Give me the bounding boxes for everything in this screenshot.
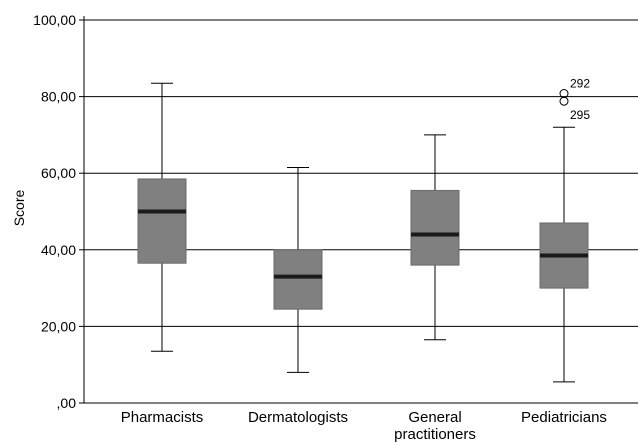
x-category-label: Pharmacists [121, 409, 204, 426]
x-category-label: Pediatricians [521, 409, 607, 426]
y-tick-label: 20,00 [41, 318, 76, 334]
box-iqr [273, 249, 323, 310]
y-tick-label: ,00 [57, 395, 77, 411]
box-group-0 [137, 82, 187, 352]
outlier-label: 295 [570, 108, 590, 122]
y-tick-label: 60,00 [41, 165, 76, 181]
axis-layer [79, 16, 638, 404]
outlier-label: 292 [570, 77, 590, 91]
box-iqr [410, 189, 460, 266]
x-category-label: General [408, 409, 461, 426]
box-group-1 [273, 166, 323, 373]
box-layer: 292 295 [137, 77, 590, 383]
y-tick-label: 100,00 [33, 12, 76, 28]
box-group-3: 292 295 [539, 77, 590, 383]
y-axis-title: Score [11, 190, 27, 227]
box-group-2 [410, 134, 460, 341]
outlier-point [559, 96, 569, 106]
box-iqr [137, 178, 187, 264]
y-tick-label: 80,00 [41, 89, 76, 105]
label-layer: ,00 20,00 40,00 60,00 80,00 100,00 Pharmacists… [33, 12, 607, 443]
x-category-label: Dermatologists [248, 409, 348, 426]
x-category-label: practitioners [394, 426, 476, 443]
y-tick-label: 40,00 [41, 242, 76, 258]
